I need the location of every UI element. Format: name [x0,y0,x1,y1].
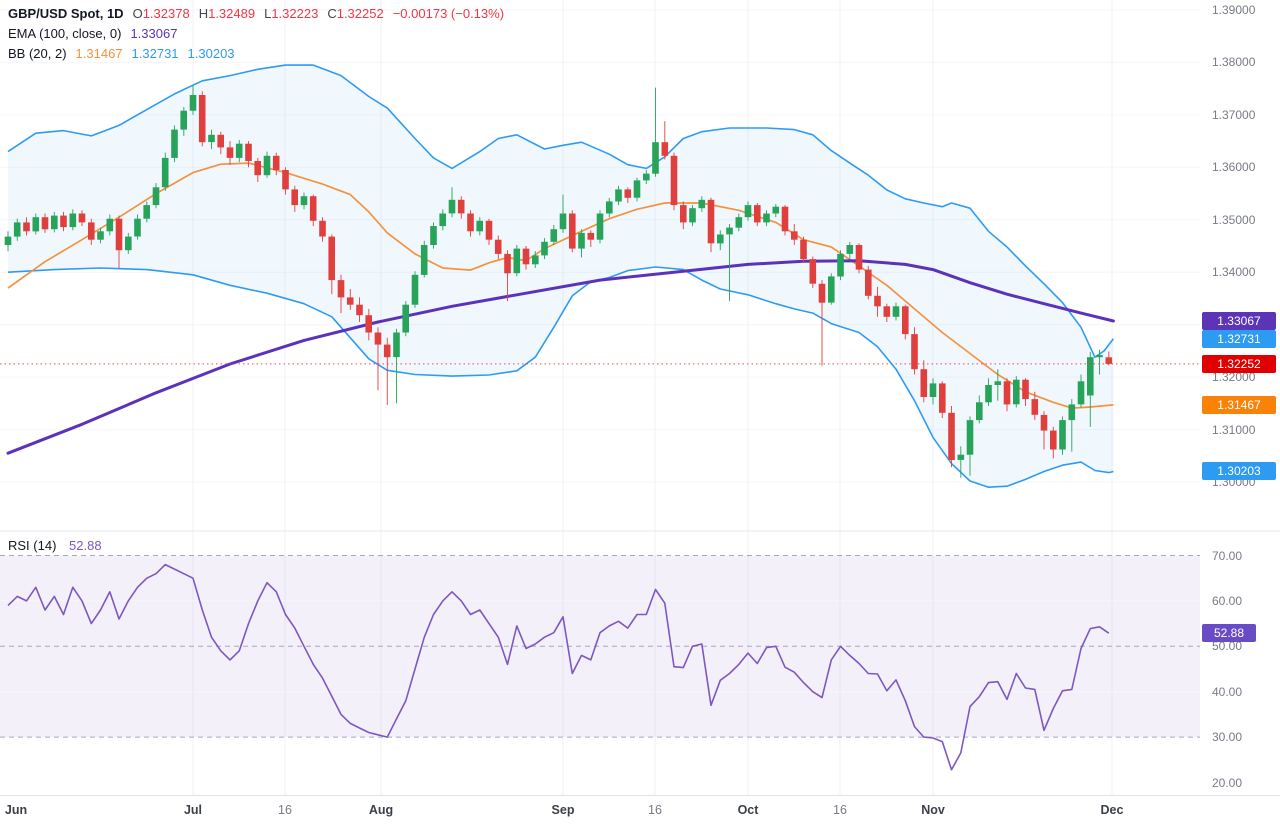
rsi-axis-label: 20.00 [1212,775,1243,790]
price-axis-label: 1.37000 [1212,107,1256,122]
rsi-axis-label: 30.00 [1212,730,1243,745]
ema-label: EMA (100, close, 0) [8,26,122,41]
price-axis-label: 1.38000 [1212,55,1256,70]
rsi-value-badge: 52.88 [1202,624,1256,643]
time-axis-label: Nov [921,803,945,817]
time-axis-label: Oct [737,803,759,817]
ema-value: 1.33067 [130,26,178,41]
time-axis-label: Jul [183,803,203,817]
rsi-legend-row[interactable]: RSI (14) 52.88 [8,538,102,553]
time-axis[interactable]: Jun Jul 16 Aug Sep 16 Oct 16 Nov Dec [0,795,1280,826]
ema-line [6,259,1115,455]
bb-upper-badge: 1.32731 [1202,329,1276,348]
low-label: L [264,6,272,21]
time-axis-label: Sep [551,803,575,817]
open-value: 1.32378 [142,6,190,21]
rsi-axis-label: 60.00 [1212,593,1243,608]
time-axis-label: 16 [833,803,847,817]
price-axis[interactable]: 1.39000 1.38000 1.37000 1.36000 1.35000 1.340… [1200,0,1280,795]
bollinger-basis-line [7,162,1114,409]
time-axis-label: Jun [4,803,28,817]
price-axis-label: 1.31000 [1212,422,1256,437]
time-axis-label: Dec [1100,803,1124,817]
close-value: 1.32252 [336,6,384,21]
chart-canvas[interactable] [0,0,1280,795]
ema-legend-row[interactable]: EMA (100, close, 0) 1.33067 [8,26,504,41]
price-axis-label: 1.35000 [1212,212,1256,227]
rsi-line [7,563,1110,771]
last-price-badge: 1.32252 [1202,354,1276,373]
low-value: 1.32223 [271,6,319,21]
symbol-title: GBP/USD Spot, 1D [8,6,124,21]
bb-lower-value: 1.30203 [187,46,235,61]
bb-basis-badge: 1.31467 [1202,396,1276,415]
bb-lower-badge: 1.30203 [1202,462,1276,481]
bollinger-lower-line [7,266,1114,489]
time-axis-label: Aug [368,803,394,817]
rsi-label: RSI (14) [8,538,57,553]
rsi-value: 52.88 [69,538,102,553]
price-axis-label: 1.39000 [1212,3,1256,17]
ema-badge: 1.33067 [1202,312,1276,331]
bollinger-upper-line [7,64,1115,359]
rsi-axis-label: 50.00 [1212,639,1243,654]
bb-upper-value: 1.32731 [131,46,179,61]
time-axis-label: 16 [278,803,292,817]
price-axis-label: 1.32000 [1212,370,1256,385]
rsi-axis-label: 40.00 [1212,684,1243,699]
change-value: −0.00173 (−0.13%) [392,6,505,21]
main-legend: GBP/USD Spot, 1D O 1.32378 H 1.32489 L 1.32… [8,6,504,66]
bb-legend-row[interactable]: BB (20, 2) 1.31467 1.32731 1.30203 [8,46,504,61]
close-label: C [327,6,337,21]
high-value: 1.32489 [208,6,256,21]
price-axis-label: 1.36000 [1212,160,1256,175]
time-axis-label: 16 [648,803,662,817]
bb-basis-value: 1.31467 [75,46,123,61]
symbol-legend-row[interactable]: GBP/USD Spot, 1D O 1.32378 H 1.32489 L 1.32… [8,6,504,21]
rsi-axis-label: 70.00 [1212,548,1243,563]
price-axis-label: 1.34000 [1212,265,1256,280]
open-label: O [132,6,143,21]
candlestick-series [4,85,1113,478]
bb-label: BB (20, 2) [8,46,67,61]
high-label: H [198,6,209,21]
